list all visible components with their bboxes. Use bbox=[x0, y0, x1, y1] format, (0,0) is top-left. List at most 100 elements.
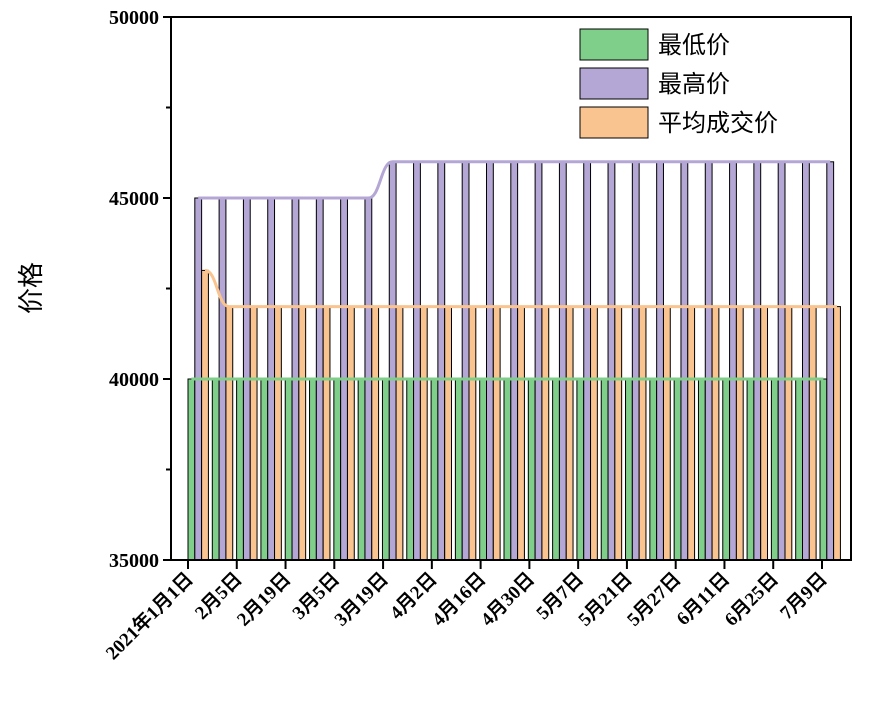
y-tick-label-3: 50000 bbox=[109, 7, 159, 29]
bar-avg-22 bbox=[735, 306, 744, 561]
x-tick-label-6: 4月16日 bbox=[428, 569, 490, 631]
x-tick-label-12: 6月25日 bbox=[721, 569, 783, 631]
x-tick-label-0: 2021年1月1日 bbox=[101, 567, 198, 664]
bar-max-24 bbox=[777, 161, 786, 561]
bar-avg-18 bbox=[638, 306, 647, 561]
bar-avg-19 bbox=[662, 306, 671, 561]
bar-max-19 bbox=[656, 161, 664, 561]
y-tick-label-2: 45000 bbox=[109, 188, 159, 210]
bar-avg-3 bbox=[274, 306, 282, 561]
legend-label-avg: 平均成交价 bbox=[658, 109, 778, 137]
bar-max-12 bbox=[486, 161, 494, 561]
bar-avg-15 bbox=[565, 306, 574, 561]
bar-max-25 bbox=[802, 161, 810, 561]
bar-avg-6 bbox=[346, 306, 355, 561]
x-tick-label-2: 2月19日 bbox=[233, 569, 295, 631]
bar-max-9 bbox=[413, 161, 421, 561]
bar-max-20 bbox=[680, 161, 689, 561]
bar-min-26 bbox=[819, 378, 828, 561]
bar-max-26 bbox=[826, 161, 835, 561]
bar-avg-10 bbox=[444, 306, 453, 561]
bar-avg-21 bbox=[711, 306, 720, 561]
bar-avg-11 bbox=[468, 306, 477, 561]
legend-swatch-avg bbox=[579, 106, 649, 139]
bar-min-22 bbox=[722, 378, 731, 561]
bar-min-3 bbox=[260, 378, 269, 561]
bar-avg-8 bbox=[395, 306, 404, 561]
trend-lines-layer bbox=[191, 160, 838, 381]
y-axis: 35000 40000 45000 50000 bbox=[109, 7, 171, 572]
bar-avg-1 bbox=[225, 306, 234, 561]
bar-avg-17 bbox=[614, 306, 623, 561]
bar-min-11 bbox=[454, 378, 463, 561]
bar-max-18 bbox=[631, 161, 640, 561]
trend-line-avg bbox=[204, 268, 838, 309]
trend-line-max bbox=[198, 160, 831, 200]
bar-max-17 bbox=[607, 161, 616, 561]
bar-avg-25 bbox=[808, 306, 817, 561]
x-tick-label-13: 7月9日 bbox=[776, 569, 831, 624]
bars-layer bbox=[187, 161, 841, 561]
bar-max-21 bbox=[704, 161, 713, 561]
bar-max-11 bbox=[461, 161, 470, 561]
bar-min-15 bbox=[552, 378, 560, 561]
bar-min-18 bbox=[625, 378, 633, 561]
bar-avg-12 bbox=[492, 306, 501, 561]
bar-min-17 bbox=[600, 378, 609, 561]
bar-min-5 bbox=[309, 378, 317, 561]
bar-avg-9 bbox=[419, 306, 428, 561]
bar-avg-20 bbox=[687, 306, 696, 561]
bar-min-12 bbox=[479, 378, 488, 561]
bar-min-2 bbox=[236, 378, 244, 561]
x-tick-label-4: 3月19日 bbox=[331, 569, 393, 631]
bar-avg-2 bbox=[249, 306, 258, 561]
bar-avg-24 bbox=[784, 306, 793, 561]
bar-avg-13 bbox=[517, 306, 525, 561]
bar-min-13 bbox=[503, 378, 512, 561]
x-tick-label-9: 5月21日 bbox=[575, 569, 637, 631]
bar-min-20 bbox=[673, 378, 682, 561]
bar-avg-5 bbox=[322, 306, 331, 561]
bar-avg-14 bbox=[541, 306, 550, 561]
x-tick-label-10: 5月27日 bbox=[623, 569, 685, 631]
bar-min-16 bbox=[576, 378, 585, 561]
x-tick-label-7: 4月30日 bbox=[477, 569, 539, 631]
bar-max-13 bbox=[510, 161, 519, 561]
bar-min-6 bbox=[333, 378, 342, 561]
bar-min-4 bbox=[284, 378, 293, 561]
x-axis: 2021年1月1日2月5日2月19日3月5日3月19日4月2日4月16日4月30… bbox=[101, 560, 832, 664]
bar-avg-23 bbox=[760, 306, 769, 561]
bar-max-10 bbox=[437, 161, 446, 561]
bar-min-23 bbox=[746, 378, 755, 561]
bar-max-14 bbox=[534, 161, 543, 561]
bar-max-23 bbox=[753, 161, 762, 561]
bar-min-7 bbox=[357, 378, 366, 561]
bar-avg-26 bbox=[833, 306, 841, 561]
bar-min-1 bbox=[211, 378, 220, 561]
legend-swatch-min bbox=[579, 28, 649, 61]
bar-min-25 bbox=[795, 378, 804, 561]
legend-label-min: 最低价 bbox=[658, 31, 730, 59]
y-axis-title: 价格 bbox=[17, 262, 47, 314]
bar-min-21 bbox=[697, 378, 706, 561]
y-tick-label-1: 40000 bbox=[109, 369, 159, 391]
bar-max-16 bbox=[583, 161, 592, 561]
bar-max-22 bbox=[729, 161, 737, 561]
bar-avg-16 bbox=[590, 306, 598, 561]
legend-swatch-max bbox=[579, 67, 649, 100]
y-tick-label-0: 35000 bbox=[109, 550, 159, 572]
bar-min-19 bbox=[649, 378, 658, 561]
bar-avg-7 bbox=[371, 306, 380, 561]
legend-label-max: 最高价 bbox=[658, 70, 730, 98]
bar-min-0 bbox=[187, 378, 196, 561]
bar-max-8 bbox=[388, 161, 397, 561]
bar-avg-4 bbox=[298, 306, 307, 561]
bar-min-9 bbox=[406, 378, 415, 561]
bar-max-15 bbox=[558, 161, 567, 561]
bar-min-8 bbox=[381, 378, 390, 561]
bar-min-14 bbox=[527, 378, 536, 561]
bar-min-10 bbox=[430, 378, 439, 561]
bar-avg-0 bbox=[201, 269, 209, 561]
